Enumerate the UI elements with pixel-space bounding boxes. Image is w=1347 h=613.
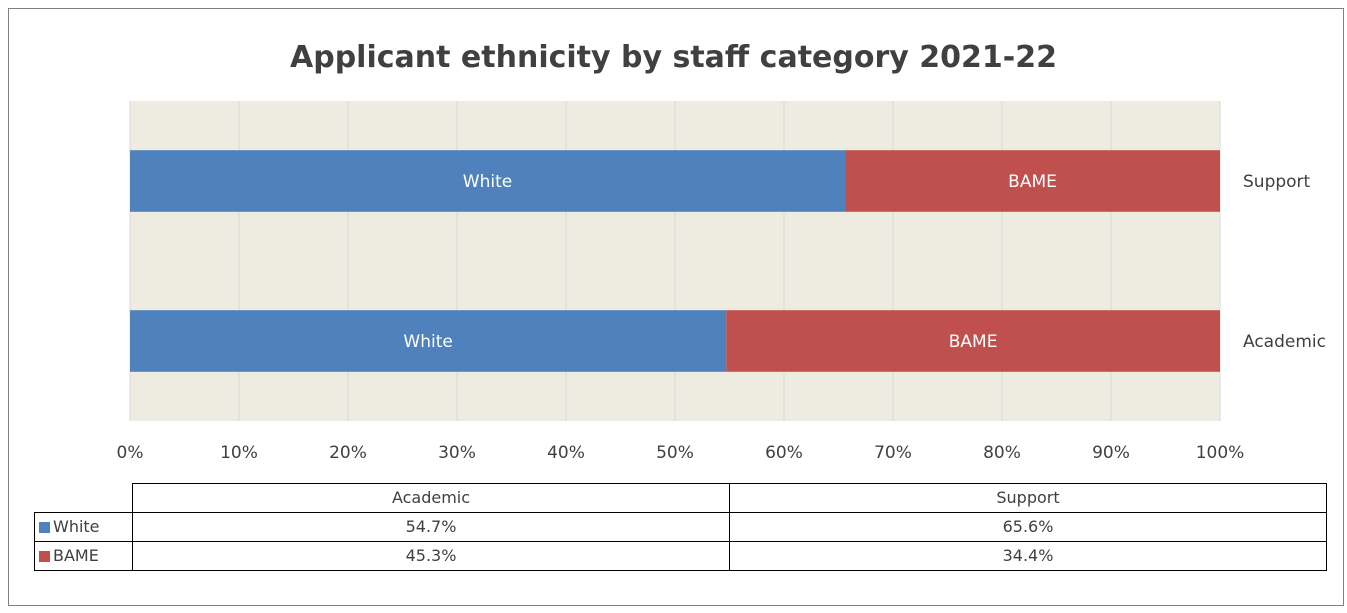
table-row-header: BAME xyxy=(34,541,133,571)
category-label-academic: Academic xyxy=(1243,332,1326,352)
bar-label: White xyxy=(463,172,512,192)
table-cell: 34.4% xyxy=(729,541,1327,571)
legend-swatch xyxy=(39,551,50,562)
table-row-header: White xyxy=(34,512,133,542)
chart-title: Applicant ethnicity by staff category 20… xyxy=(290,40,1057,75)
legend-label: BAME xyxy=(53,546,99,565)
table-column-header: Academic xyxy=(132,483,730,513)
bars: White BAME White BAME xyxy=(130,150,1220,372)
x-tick-label: 100% xyxy=(1196,443,1245,463)
category-label-support: Support xyxy=(1243,172,1311,192)
x-tick-label: 90% xyxy=(1092,443,1130,463)
x-axis-tick-labels: 0% 10% 20% 30% 40% 50% 60% 70% 80% 90% 100% xyxy=(117,443,1245,463)
x-tick-label: 20% xyxy=(329,443,367,463)
table-column-header: Support xyxy=(729,483,1327,513)
table-corner xyxy=(34,483,133,513)
bar-white-academic xyxy=(130,310,727,372)
table-cell: 65.6% xyxy=(729,512,1327,542)
table-row: BAME 45.3% 34.4% xyxy=(34,541,1327,571)
legend-label: White xyxy=(53,517,100,536)
bar-label: BAME xyxy=(1008,172,1057,192)
x-tick-label: 60% xyxy=(765,443,803,463)
x-tick-label: 30% xyxy=(438,443,476,463)
bar-chart: White BAME White BAME Academic Support 0% 10%… xyxy=(117,101,1326,463)
table-cell: 45.3% xyxy=(132,541,730,571)
table-cell: 54.7% xyxy=(132,512,730,542)
x-tick-label: 10% xyxy=(220,443,258,463)
bar-label: BAME xyxy=(949,332,998,352)
x-tick-label: 40% xyxy=(547,443,585,463)
x-tick-label: 80% xyxy=(983,443,1021,463)
x-tick-label: 50% xyxy=(656,443,694,463)
legend-swatch xyxy=(39,522,50,533)
bar-white-support xyxy=(130,150,846,212)
data-table: Academic Support White 54.7% 65.6% BAME 45.3% 3… xyxy=(34,483,1327,571)
bar-bame-support xyxy=(845,150,1220,212)
x-tick-label: 70% xyxy=(874,443,912,463)
table-row: White 54.7% 65.6% xyxy=(34,512,1327,542)
x-tick-label: 0% xyxy=(117,443,144,463)
bar-bame-academic xyxy=(726,310,1220,372)
bar-label: White xyxy=(403,332,452,352)
category-labels: Academic Support xyxy=(1243,172,1326,352)
